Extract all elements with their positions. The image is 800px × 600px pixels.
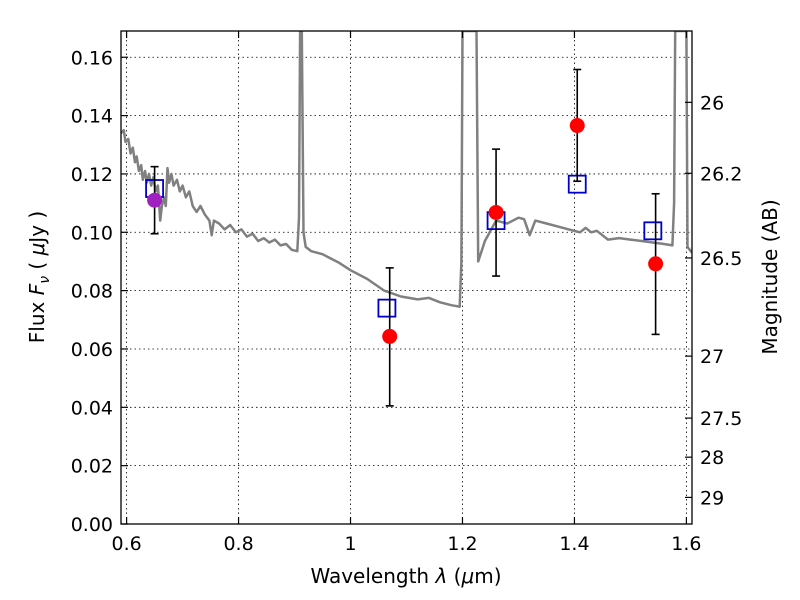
- x-tick-label: 1: [344, 533, 356, 555]
- y-tick-label: 0.04: [71, 397, 113, 419]
- axes: 0.6 0.8 1 1.2 1.4 1.6 0.00 0.02 0.04 0.06 0.08 0.10…: [71, 31, 742, 555]
- y-axis-label-f: F: [25, 283, 49, 295]
- x-tick-label: 0.8: [223, 533, 253, 555]
- y-tick-label: 0.16: [71, 47, 113, 69]
- x-tick-label: 0.6: [111, 533, 141, 555]
- model-band-square: [377, 298, 397, 318]
- y-axis-label-mu: μ: [25, 243, 49, 257]
- observed-flux-point: [382, 328, 398, 344]
- observed-flux-point: [648, 256, 664, 272]
- y-tick-label: 0.14: [71, 106, 113, 128]
- right-tick-label: 29: [700, 487, 724, 509]
- observed-flux-point: [488, 204, 504, 220]
- x-axis-label-lambda: λ: [434, 564, 447, 588]
- y-axis-label-unit: Jy ): [25, 211, 49, 245]
- x-tick-label: 1.2: [447, 533, 477, 555]
- right-tick-label: 26: [700, 92, 724, 114]
- plot-area: [121, 31, 692, 407]
- x-axis-label-mu: μ: [460, 564, 474, 588]
- x-axis-label-open: (: [447, 564, 461, 588]
- y-axis-label-open: (: [25, 255, 49, 276]
- plot-frame: [120, 30, 693, 525]
- y-axis-label: Flux Fν ( μJy ): [25, 211, 53, 343]
- y-tick-label: 0.02: [71, 456, 113, 478]
- model-band-square: [643, 221, 663, 241]
- x-axis-label-unit: m): [474, 564, 501, 588]
- observed-flux-point: [147, 192, 163, 208]
- y-tick-label: 0.00: [71, 514, 113, 536]
- x-axis-label-text: Wavelength: [310, 564, 435, 588]
- x-tick-label: 1.4: [559, 533, 589, 555]
- right-tick-label: 26.2: [700, 163, 742, 185]
- y-axis-label-nu: ν: [37, 276, 53, 284]
- x-axis-label: Wavelength λ (μm): [310, 564, 501, 588]
- right-tick-label: 27: [700, 346, 724, 368]
- y-tick-label: 0.08: [71, 281, 113, 303]
- y-tick-label: 0.12: [71, 164, 113, 186]
- y-tick-label: 0.10: [71, 222, 113, 244]
- right-tick-label: 26.5: [700, 248, 742, 270]
- grid: [121, 31, 692, 525]
- x-tick-label: 1.6: [671, 533, 701, 555]
- y-tick-label: 0.06: [71, 339, 113, 361]
- observed-flux-point: [569, 118, 585, 134]
- y-axis-right-label: Magnitude (AB): [758, 199, 782, 354]
- right-tick-label: 28: [700, 447, 724, 469]
- series-group: [121, 31, 692, 407]
- right-tick-label: 27.5: [700, 408, 742, 430]
- y-axis-label-text: Flux: [25, 295, 49, 343]
- model-spectrum-line: [121, 31, 692, 308]
